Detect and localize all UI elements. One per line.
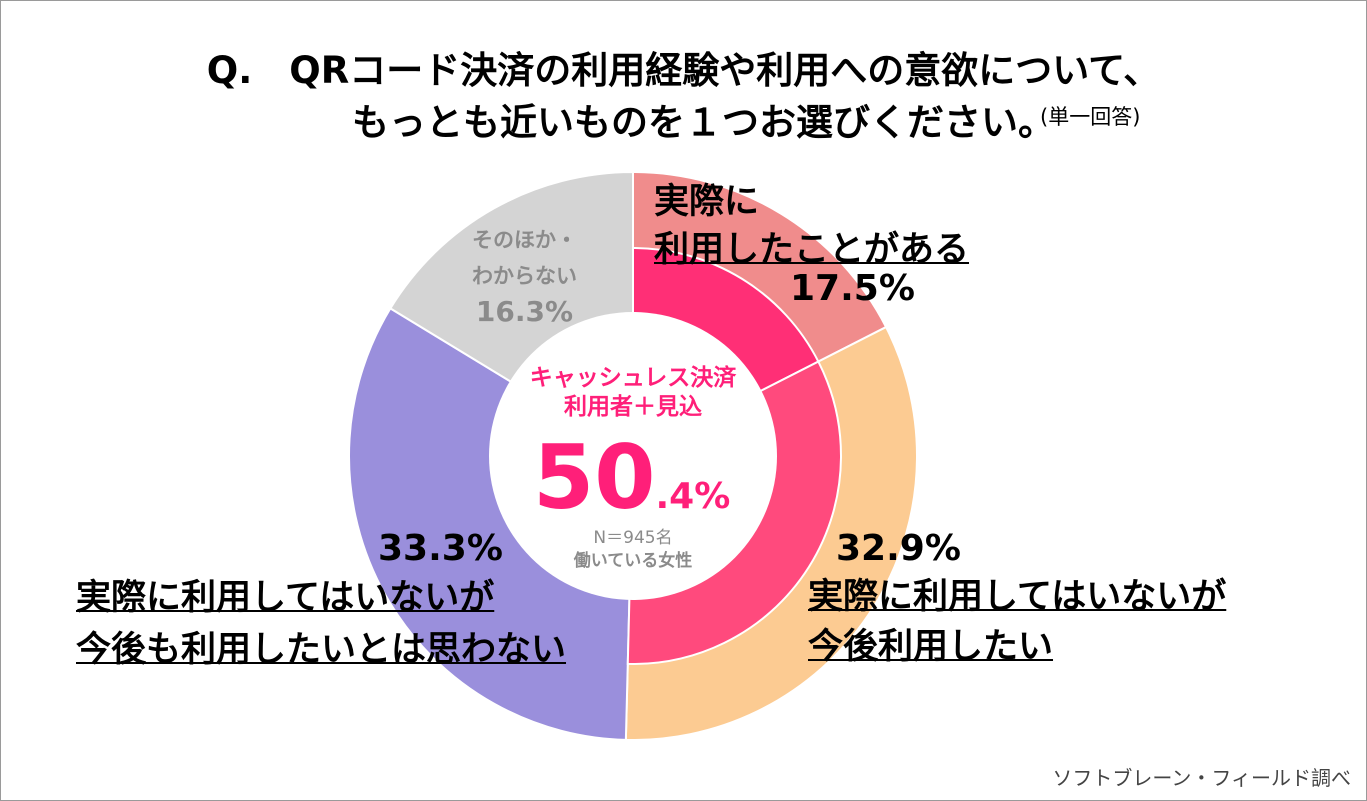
chart-title-line1: Q. QRコード決済の利用経験や利用への意欲について、 [206, 49, 1161, 92]
center-caption: キャッシュレス決済 利用者＋見込 [503, 364, 763, 422]
source-note: ソフトブレーン・フィールド調べ [1052, 766, 1351, 790]
label-nowant-line2: 今後も利用したいとは思わない [76, 630, 567, 670]
label-other-line1: そのほか・ [472, 228, 577, 252]
center-total-int: 50 [533, 426, 656, 529]
label-want-pct: 32.9% [836, 528, 961, 569]
label-nowant-line1: 実際に利用してはいないが [76, 578, 495, 618]
chart-title-line2: もっとも近いものを１つお選びください。 [352, 101, 1055, 144]
center-total-dec: .4% [655, 476, 731, 517]
label-other-line2: わからない [472, 264, 577, 288]
label-want-line2: 今後利用したい [808, 627, 1054, 667]
label-nowant-pct: 33.3% [378, 528, 503, 569]
label-used: 実際に 利用したことがある [654, 178, 969, 274]
label-other: そのほか・ わからない 16.3% [472, 222, 577, 330]
center-sample: N＝945名 働いている女性 [533, 527, 733, 573]
center-caption-line1: キャッシュレス決済 [529, 365, 737, 391]
center-n: N＝945名 [593, 528, 673, 548]
answer-type-note: (単一回答) [1040, 105, 1141, 129]
center-total: 50.4% [533, 426, 730, 529]
center-sample-desc: 働いている女性 [573, 551, 693, 571]
label-want-line1: 実際に利用してはいないが [808, 577, 1227, 617]
label-nowant: 実際に利用してはいないが 今後も利用したいとは思わない [76, 572, 566, 676]
label-other-pct: 16.3% [475, 295, 574, 328]
center-caption-line2: 利用者＋見込 [564, 394, 702, 420]
label-used-line1: 実際に [654, 182, 760, 222]
label-want: 実際に利用してはいないが 今後利用したい [808, 572, 1226, 672]
label-used-pct: 17.5% [790, 268, 915, 309]
center-hole [489, 312, 777, 600]
label-used-line2: 利用したことがある [654, 230, 970, 270]
